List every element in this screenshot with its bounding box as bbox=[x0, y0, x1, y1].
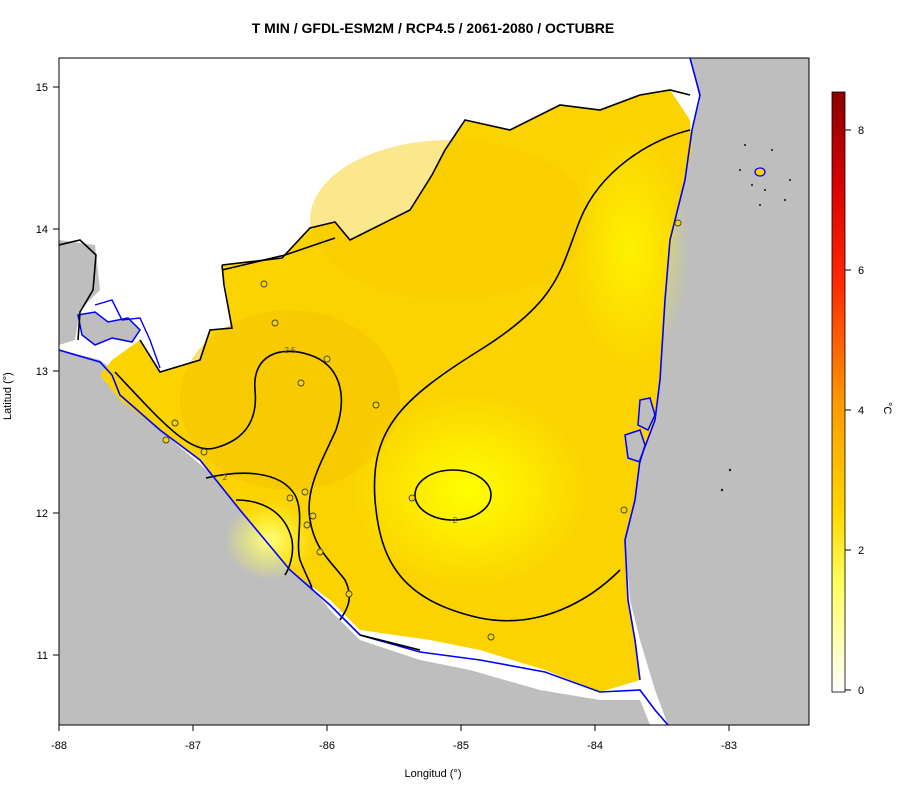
colorbar-tick: 0 bbox=[858, 685, 864, 697]
lagoon-east bbox=[624, 429, 646, 463]
station-point bbox=[345, 590, 353, 598]
warm-zone-north bbox=[310, 140, 590, 300]
x-tick-label: -88 bbox=[51, 740, 67, 752]
y-axis bbox=[53, 86, 59, 656]
station-point bbox=[297, 379, 305, 387]
contour-line-east bbox=[373, 129, 691, 622]
lake-perlas-lagoon bbox=[637, 397, 656, 432]
colorbar-tick: 4 bbox=[858, 405, 864, 417]
honduras-border bbox=[59, 239, 233, 373]
warm-zone-west bbox=[180, 310, 400, 490]
corn-islands bbox=[720, 144, 791, 492]
colorbar bbox=[831, 91, 846, 693]
contour-label-b: 2 bbox=[223, 473, 228, 482]
y-tick-label: 11 bbox=[37, 650, 48, 662]
x-axis bbox=[58, 725, 730, 731]
x-tick-label: -84 bbox=[587, 740, 603, 752]
pacific-sea-mask bbox=[59, 350, 650, 725]
pacific-coastline bbox=[59, 349, 669, 725]
station-point bbox=[301, 488, 309, 496]
x-tick-label: -83 bbox=[721, 740, 737, 752]
station-point bbox=[323, 355, 331, 363]
contour-line-sw bbox=[235, 499, 294, 576]
caribbean-coastline bbox=[624, 58, 701, 681]
station-point bbox=[271, 319, 279, 327]
y-tick-label: 12 bbox=[36, 508, 48, 520]
colorbar-tick: 6 bbox=[858, 265, 864, 277]
plot-frame bbox=[58, 57, 810, 726]
south-border bbox=[359, 634, 421, 651]
y-tick-label: 14 bbox=[36, 224, 48, 236]
map-title: T MIN / GFDL-ESM2M / RCP4.5 / 2061-2080 … bbox=[251, 20, 615, 36]
station-markers bbox=[162, 219, 682, 641]
contour-line-inner-west bbox=[205, 472, 313, 591]
station-point bbox=[316, 548, 324, 556]
station-point bbox=[303, 521, 311, 529]
station-point bbox=[260, 280, 268, 288]
north-border bbox=[221, 89, 691, 266]
x-tick-label: -85 bbox=[453, 740, 469, 752]
station-point bbox=[408, 494, 416, 502]
contour-loop-2 bbox=[414, 469, 492, 521]
island-san-andres bbox=[754, 167, 766, 177]
cool-zone-southwest bbox=[225, 500, 315, 580]
cool-zone-east bbox=[570, 130, 690, 370]
x-axis-title: Longitud (°) bbox=[404, 768, 462, 780]
x-tick-label: -87 bbox=[185, 740, 201, 752]
y-axis-title: Latitud (°) bbox=[2, 372, 14, 420]
x-tick-label: -86 bbox=[319, 740, 335, 752]
contour-line-2-5 bbox=[114, 350, 350, 621]
station-point bbox=[309, 512, 317, 520]
station-point bbox=[286, 494, 294, 502]
station-point bbox=[171, 419, 179, 427]
contour-label-c: 2 bbox=[453, 516, 458, 525]
y-tick-label: 13 bbox=[36, 366, 48, 378]
station-point bbox=[487, 633, 495, 641]
y-tick-label: 15 bbox=[36, 82, 48, 94]
station-point bbox=[200, 448, 208, 456]
colorbar-tick: 2 bbox=[858, 545, 864, 557]
colorbar-unit: °C bbox=[881, 402, 893, 414]
gulf-fonseca-coast bbox=[94, 299, 161, 369]
station-point bbox=[162, 436, 170, 444]
caribbean-sea-mask bbox=[625, 58, 809, 725]
cool-zone-center bbox=[350, 390, 590, 590]
station-point bbox=[372, 401, 380, 409]
station-point bbox=[620, 506, 628, 514]
contour-label-a: 2.5 bbox=[284, 346, 296, 355]
colorbar-tick: 8 bbox=[858, 125, 864, 137]
honduras-land-mask bbox=[59, 240, 100, 345]
station-point bbox=[674, 219, 682, 227]
